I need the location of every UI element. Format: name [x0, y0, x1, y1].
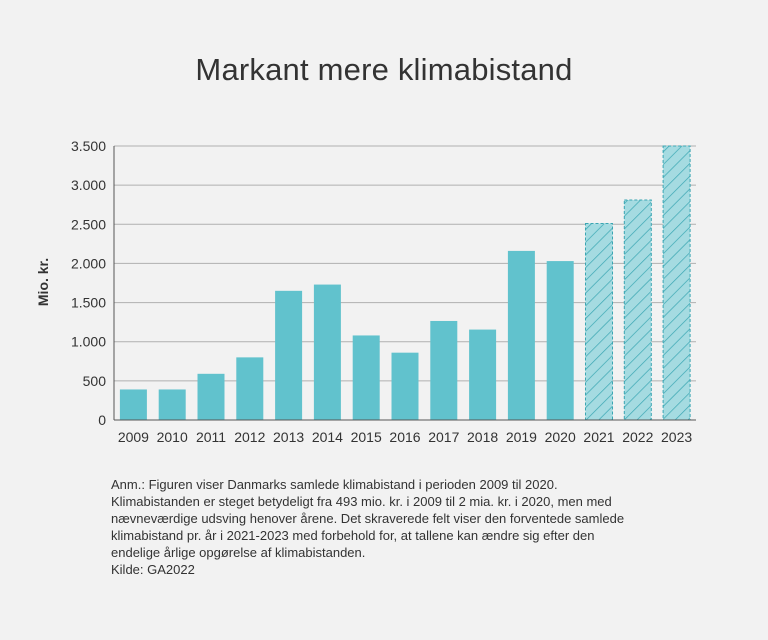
- bar: [197, 373, 225, 420]
- y-tick-label: 3.000: [71, 177, 106, 193]
- x-tick-label: 2018: [467, 429, 498, 445]
- bar: [275, 290, 303, 420]
- bar-projected: [662, 145, 691, 421]
- chart-note: Anm.: Figuren viser Danmarks samlede kli…: [111, 476, 671, 578]
- bar: [352, 335, 380, 420]
- x-tick-label: 2011: [196, 429, 226, 445]
- note-line: Anm.: Figuren viser Danmarks samlede kli…: [111, 477, 558, 492]
- source-line: Kilde: GA2022: [111, 562, 195, 577]
- bar: [313, 284, 341, 420]
- x-tick-label: 2009: [118, 429, 149, 445]
- bar: [391, 352, 419, 420]
- y-tick-label: 0: [98, 412, 106, 428]
- bar: [158, 389, 186, 420]
- bar: [236, 357, 264, 420]
- bar: [546, 261, 574, 420]
- y-tick-label: 1.000: [71, 334, 106, 350]
- x-tick-label: 2015: [351, 429, 382, 445]
- note-line: Klimabistanden er steget betydeligt fra …: [111, 494, 612, 509]
- axes: 0 500 1.000 1.500 2.000 2.500 3.000 3.500 2009 20…: [71, 138, 696, 445]
- x-tick-label: 2021: [583, 429, 614, 445]
- x-tick-label: 2016: [389, 429, 420, 445]
- note-line: nævneværdige udsving henover årene. Det …: [111, 511, 625, 526]
- y-tick-label: 3.500: [71, 138, 106, 154]
- x-tick-label: 2017: [428, 429, 459, 445]
- y-tick-label: 500: [83, 373, 107, 389]
- x-tick-label: 2012: [234, 429, 265, 445]
- bar: [119, 389, 147, 420]
- x-tick-label: 2010: [157, 429, 188, 445]
- note-line: endelige årlige opgørelse af klimabistan…: [111, 545, 366, 560]
- bar-projected: [585, 223, 613, 421]
- bar: [469, 329, 497, 420]
- x-tick-label: 2020: [545, 429, 576, 445]
- note-line: klimabistand pr. år i 2021-2023 med forb…: [111, 528, 595, 543]
- bar-projected: [623, 199, 652, 421]
- bar: [430, 320, 458, 420]
- x-tick-label: 2023: [661, 429, 692, 445]
- x-tick-label: 2014: [312, 429, 343, 445]
- y-tick-label: 2.000: [71, 255, 106, 271]
- chart-title: Markant mere klimabistand: [195, 52, 573, 87]
- x-tick-label: 2022: [622, 429, 653, 445]
- x-tick-label: 2013: [273, 429, 304, 445]
- y-axis-label: Mio. kr.: [35, 258, 51, 306]
- bar: [507, 250, 535, 420]
- y-tick-label: 1.500: [71, 295, 106, 311]
- bars: [119, 145, 691, 421]
- y-tick-label: 2.500: [71, 216, 106, 232]
- x-tick-label: 2019: [506, 429, 537, 445]
